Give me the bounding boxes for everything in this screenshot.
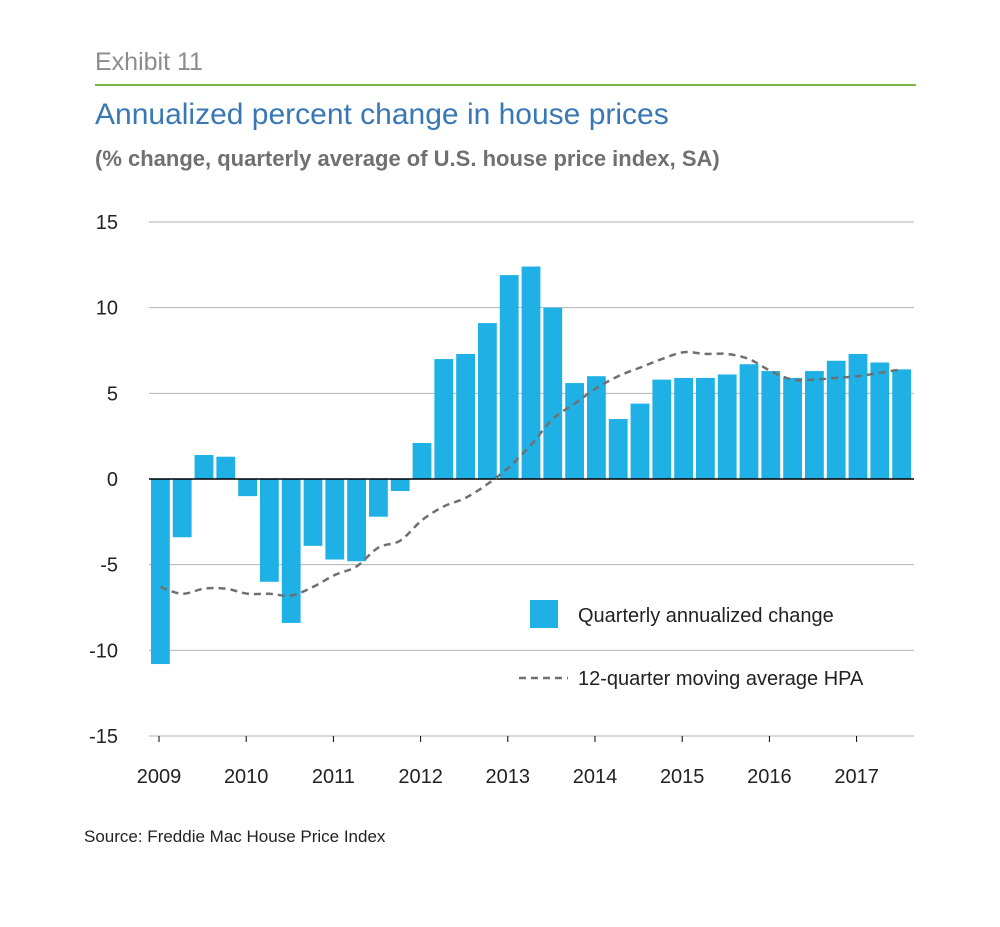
x-tick-label: 2011 xyxy=(312,766,355,788)
bar xyxy=(390,479,410,491)
bar xyxy=(630,403,650,479)
bar xyxy=(761,371,781,479)
bar xyxy=(238,479,257,497)
legend: Quarterly annualized change 12-quarter mo… xyxy=(519,600,864,690)
bar xyxy=(521,266,541,479)
chart-subtitle: (% change, quarterly average of U.S. hou… xyxy=(95,146,720,171)
bar xyxy=(892,369,911,479)
x-tick-label: 2010 xyxy=(224,766,269,788)
bar xyxy=(652,379,672,479)
y-tick-label: 5 xyxy=(107,383,118,405)
bar xyxy=(696,377,715,479)
bar xyxy=(434,359,454,479)
bar xyxy=(325,479,345,560)
bar xyxy=(478,323,497,479)
y-tick-label: -5 xyxy=(100,555,118,577)
bar xyxy=(499,275,519,479)
bars xyxy=(151,266,911,665)
bar xyxy=(281,479,301,623)
bar xyxy=(456,353,475,479)
y-tick-label: 15 xyxy=(96,212,118,234)
bar xyxy=(717,374,737,479)
bar xyxy=(608,419,628,479)
bar xyxy=(848,353,868,479)
bar xyxy=(260,479,279,582)
exhibit-divider xyxy=(95,84,916,86)
bar xyxy=(674,377,693,479)
bar xyxy=(783,377,802,479)
y-tick-label: 10 xyxy=(96,298,118,320)
bar xyxy=(216,456,236,479)
x-tick-label: 2013 xyxy=(486,766,531,788)
y-tick-label: 0 xyxy=(107,469,118,491)
x-tick-label: 2016 xyxy=(747,766,792,788)
exhibit-label: Exhibit 11 xyxy=(95,48,203,76)
x-tick-label: 2015 xyxy=(660,766,705,788)
bar xyxy=(587,376,606,479)
legend-label-line: 12-quarter moving average HPA xyxy=(578,668,864,690)
x-tick-label: 2017 xyxy=(834,766,879,788)
bar xyxy=(805,371,824,479)
legend-label-bar: Quarterly annualized change xyxy=(578,605,834,627)
y-tick-label: -15 xyxy=(89,726,118,748)
x-tick-label: 2014 xyxy=(573,766,618,788)
x-tick-label: 2009 xyxy=(137,766,182,788)
chart-title: Annualized percent change in house price… xyxy=(95,98,669,131)
x-tick-label: 2012 xyxy=(398,766,443,788)
bar xyxy=(347,479,366,562)
y-tick-label: -10 xyxy=(89,640,118,662)
bar xyxy=(369,479,388,517)
bar xyxy=(194,455,214,479)
source-note: Source: Freddie Mac House Price Index xyxy=(84,827,386,846)
bar xyxy=(739,364,759,479)
bar xyxy=(543,307,563,479)
y-axis-ticks: 15 10 5 0 -5 -10 -15 xyxy=(89,212,118,748)
moving-average-line-group xyxy=(159,350,902,598)
bar xyxy=(303,479,323,546)
bar xyxy=(172,479,192,538)
moving-average-line xyxy=(159,350,902,598)
bar xyxy=(826,360,846,479)
bar xyxy=(412,443,432,479)
bar xyxy=(565,383,584,479)
bar xyxy=(151,479,170,665)
bar xyxy=(870,362,890,479)
x-axis-ticks: 2009 2010 2011 2012 2013 2014 2015 2016 2017 xyxy=(137,736,879,788)
legend-swatch-bar xyxy=(530,600,558,628)
